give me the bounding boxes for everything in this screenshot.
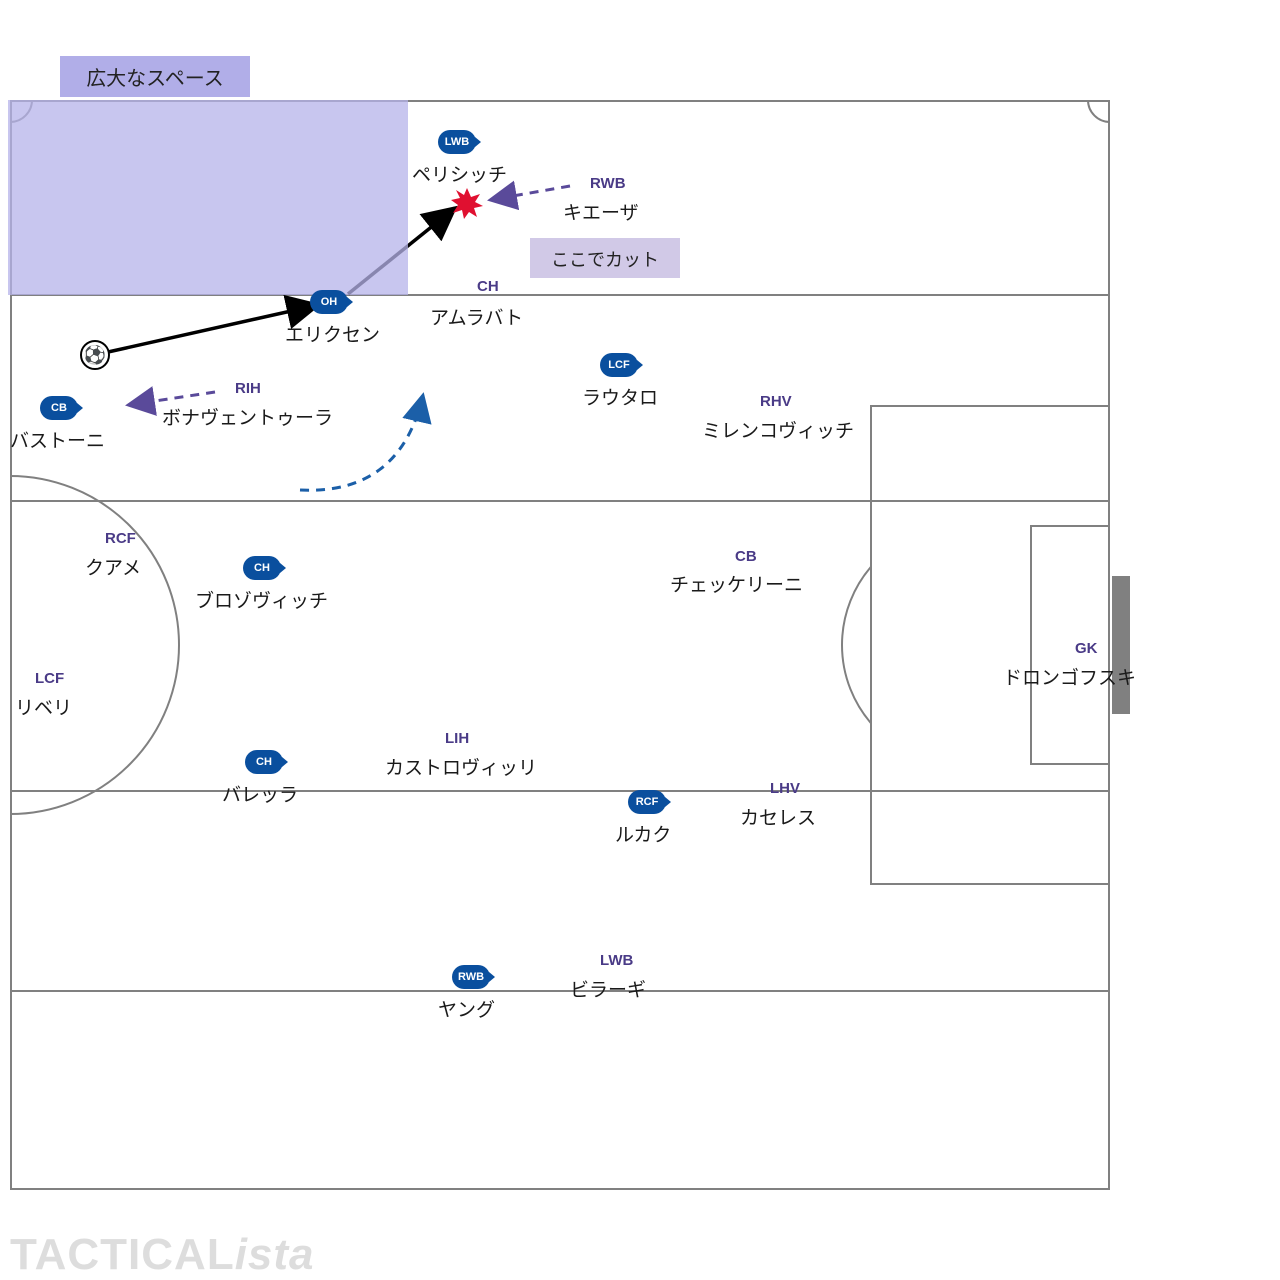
player-badge-lukaku[interactable]: RCF bbox=[628, 790, 666, 814]
watermark: TACTICALista bbox=[10, 1230, 315, 1280]
position-label-chiesa: RWB bbox=[590, 175, 626, 192]
player-badge-young[interactable]: RWB bbox=[452, 965, 490, 989]
position-label-caceres: LHV bbox=[770, 780, 800, 797]
ball-icon: ⚽ bbox=[80, 340, 110, 370]
position-label-ribery: LCF bbox=[35, 670, 64, 687]
player-badge-perisic[interactable]: LWB bbox=[438, 130, 476, 154]
player-name-brozovic: ブロゾヴィッチ bbox=[195, 586, 328, 613]
position-label-ceccherini: CB bbox=[735, 548, 757, 565]
player-name-lautaro: ラウタロ bbox=[582, 383, 658, 410]
player-name-caceres: カセレス bbox=[740, 803, 816, 830]
position-label-castrovilli: LIH bbox=[445, 730, 469, 747]
player-name-kouame: クアメ bbox=[85, 553, 141, 580]
six-yard-box bbox=[1030, 525, 1110, 765]
position-label-milenkovic: RHV bbox=[760, 393, 792, 410]
gk-strip bbox=[1112, 576, 1130, 714]
label-cut-here: ここでカット bbox=[530, 240, 680, 278]
player-name-ceccherini: チェッケリーニ bbox=[670, 570, 803, 597]
player-badge-eriksen[interactable]: OH bbox=[310, 290, 348, 314]
player-badge-bastoni[interactable]: CB bbox=[40, 396, 78, 420]
zone-big-space bbox=[8, 100, 408, 295]
player-name-bonaventura: ボナヴェントゥーラ bbox=[162, 403, 333, 430]
player-name-milenkovic: ミレンコヴィッチ bbox=[702, 416, 854, 443]
player-name-biraghi: ビラーギ bbox=[570, 975, 646, 1002]
player-badge-barella[interactable]: CH bbox=[245, 750, 283, 774]
player-badge-lautaro[interactable]: LCF bbox=[600, 353, 638, 377]
player-badge-brozovic[interactable]: CH bbox=[243, 556, 281, 580]
position-label-dragowski: GK bbox=[1075, 640, 1098, 657]
player-name-bastoni: バストーニ bbox=[10, 426, 105, 453]
position-label-biraghi: LWB bbox=[600, 952, 633, 969]
player-name-barella: バレッラ bbox=[222, 780, 298, 807]
player-name-castrovilli: カストロヴィッリ bbox=[385, 753, 537, 780]
player-name-amrabat: アムラバト bbox=[430, 303, 523, 330]
player-name-young: ヤング bbox=[438, 995, 495, 1022]
player-name-ribery: リベリ bbox=[15, 693, 72, 720]
label-big-space: 広大なスペース bbox=[60, 56, 250, 97]
player-name-eriksen: エリクセン bbox=[285, 320, 380, 347]
player-name-chiesa: キエーザ bbox=[563, 198, 639, 225]
player-name-perisic: ペリシッチ bbox=[412, 160, 507, 187]
position-label-bonaventura: RIH bbox=[235, 380, 261, 397]
position-label-amrabat: CH bbox=[477, 278, 499, 295]
player-name-lukaku: ルカク bbox=[615, 820, 671, 847]
player-name-dragowski: ドロンゴフスキ bbox=[1003, 663, 1136, 690]
center-circle bbox=[10, 475, 180, 815]
position-label-kouame: RCF bbox=[105, 530, 136, 547]
